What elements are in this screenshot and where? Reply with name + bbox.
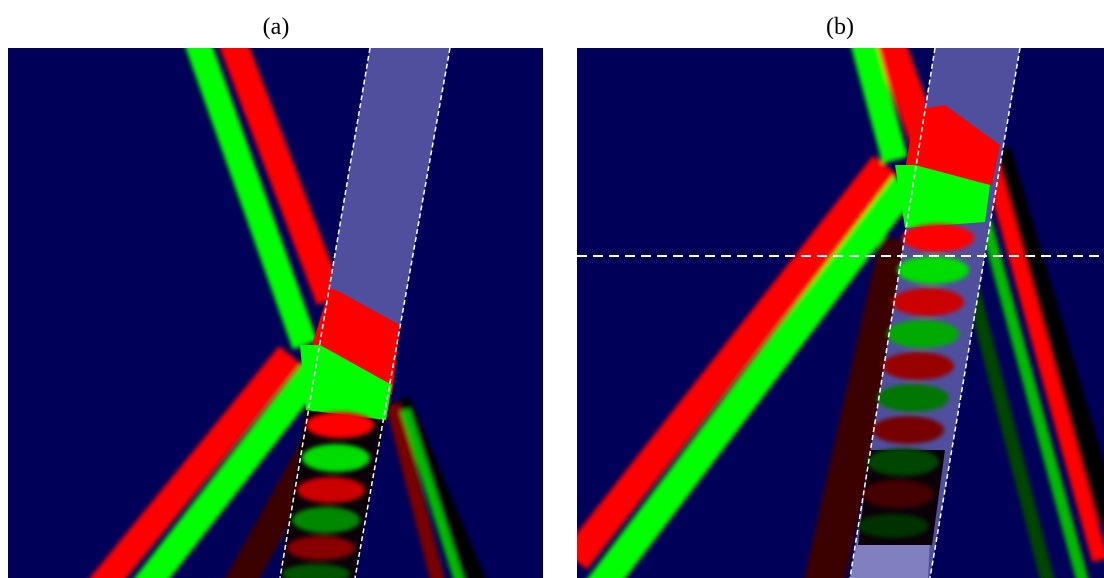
panel-label: (b): [826, 14, 854, 40]
panel-a-image: [8, 48, 543, 578]
panel-b-image: [577, 48, 1104, 578]
panel-label: (a): [263, 14, 290, 40]
